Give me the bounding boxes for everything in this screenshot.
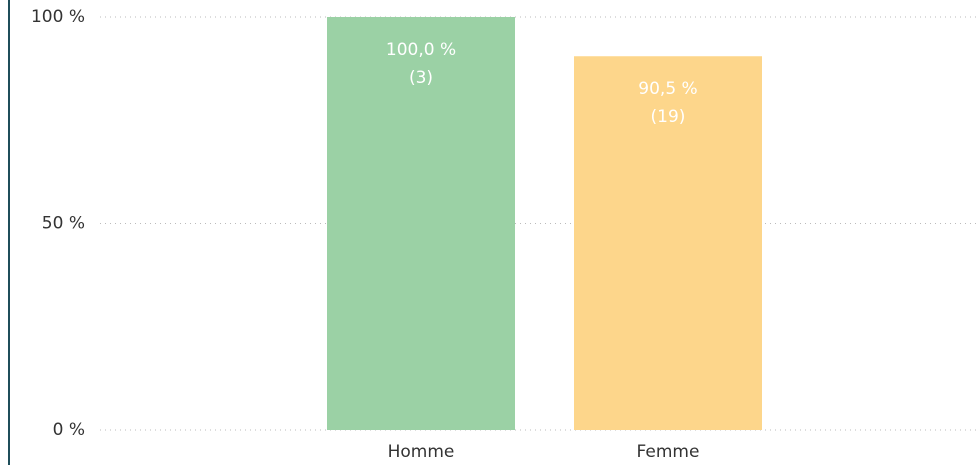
bar: [327, 17, 515, 430]
y-tick-label: 0 %: [53, 420, 85, 440]
value-label: 90,5 %: [638, 79, 697, 99]
y-tick-label: 50 %: [42, 214, 85, 234]
x-tick-label: Homme: [388, 442, 455, 462]
y-tick-label: 100 %: [31, 7, 85, 27]
count-label: (19): [651, 107, 686, 127]
count-label: (3): [409, 68, 433, 88]
bar: [574, 56, 762, 431]
x-tick-label: Femme: [637, 442, 700, 462]
value-label: 100,0 %: [386, 40, 456, 60]
